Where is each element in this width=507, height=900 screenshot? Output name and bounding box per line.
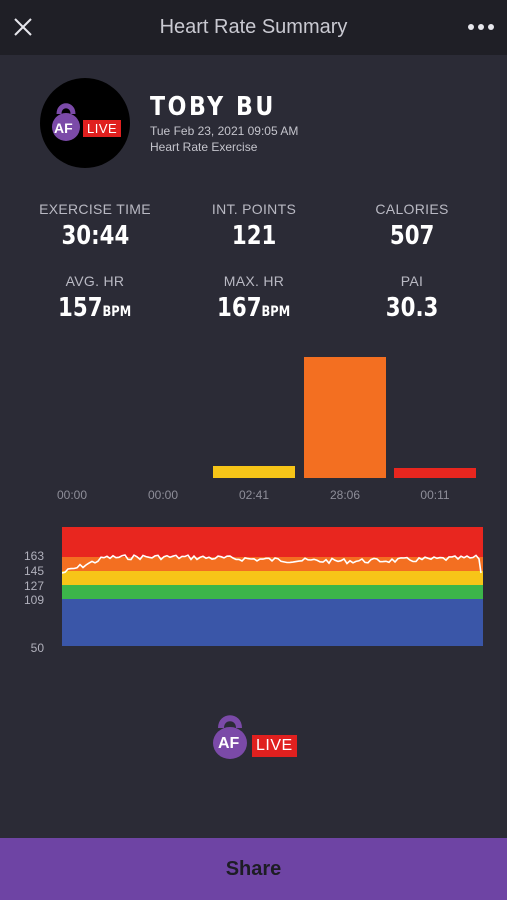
share-button[interactable]: Share bbox=[0, 838, 507, 900]
page-title: Heart Rate Summary bbox=[159, 16, 348, 38]
kettlebell-logo-icon bbox=[52, 103, 80, 141]
avatar: AF LIVE bbox=[40, 78, 130, 168]
stat-pai: PAI 30.3 bbox=[332, 273, 492, 323]
hr-zone-band bbox=[62, 599, 483, 646]
zone-time-label: 00:11 bbox=[420, 488, 450, 502]
logo-letters: AF bbox=[218, 735, 240, 752]
more-options-icon[interactable] bbox=[465, 14, 497, 40]
kettlebell-logo-icon bbox=[213, 715, 247, 759]
zone-bar-5 bbox=[394, 468, 476, 478]
stat-value: 167BPM bbox=[217, 293, 290, 323]
workout-datetime: Tue Feb 23, 2021 09:05 AM bbox=[150, 124, 299, 138]
close-icon[interactable] bbox=[10, 14, 36, 40]
workout-type: Heart Rate Exercise bbox=[150, 140, 258, 154]
stat-number: 157 bbox=[58, 293, 103, 323]
stat-value: 507 bbox=[389, 221, 435, 251]
stat-unit: BPM bbox=[261, 304, 291, 320]
heart-rate-chart bbox=[62, 527, 483, 646]
stat-label: INT. POINTS bbox=[211, 201, 297, 217]
stat-avg-hr: AVG. HR 157BPM bbox=[15, 273, 175, 323]
stat-value: 30:44 bbox=[61, 221, 129, 251]
zone-time-label: 00:00 bbox=[56, 488, 88, 502]
hr-y-tick-label: 109 bbox=[23, 593, 44, 607]
profile-name: TOBY BU bbox=[150, 92, 276, 122]
hr-trace bbox=[62, 554, 482, 574]
stat-label: MAX. HR bbox=[223, 273, 285, 289]
stat-calories: CALORIES 507 bbox=[332, 201, 492, 251]
hr-y-tick-label: 163 bbox=[23, 549, 44, 563]
stat-int-points: INT. POINTS 121 bbox=[174, 201, 334, 251]
stat-exercise-time: EXERCISE TIME 30:44 bbox=[15, 201, 175, 251]
hr-zone-band bbox=[62, 571, 483, 585]
zone-time-label: 00:00 bbox=[147, 488, 179, 502]
zone-bar-3 bbox=[213, 466, 295, 478]
live-badge: LIVE bbox=[252, 735, 297, 757]
stat-label: CALORIES bbox=[375, 201, 449, 217]
logo-letters: AF bbox=[54, 120, 73, 136]
hr-y-tick-label: 50 bbox=[30, 641, 44, 655]
stat-value: 30.3 bbox=[385, 293, 439, 323]
stat-label: PAI bbox=[400, 273, 424, 289]
zone-time-label: 02:41 bbox=[238, 488, 270, 502]
stat-max-hr: MAX. HR 167BPM bbox=[174, 273, 334, 323]
hr-trace-line bbox=[62, 554, 482, 574]
hr-zone-band bbox=[62, 585, 483, 599]
hr-y-tick-label: 127 bbox=[23, 579, 44, 593]
stat-label: AVG. HR bbox=[65, 273, 125, 289]
zone-time-label: 28:06 bbox=[329, 488, 361, 502]
top-bar: Heart Rate Summary bbox=[0, 0, 507, 55]
hr-y-tick-label: 145 bbox=[23, 564, 44, 578]
zone-bar-4 bbox=[304, 357, 386, 478]
hr-zone-band bbox=[62, 527, 483, 557]
live-badge: LIVE bbox=[83, 120, 122, 137]
stat-number: 167 bbox=[217, 293, 262, 323]
stat-value: 121 bbox=[231, 221, 277, 251]
stat-unit: BPM bbox=[102, 304, 132, 320]
stat-label: EXERCISE TIME bbox=[39, 201, 151, 217]
stat-value: 157BPM bbox=[58, 293, 131, 323]
